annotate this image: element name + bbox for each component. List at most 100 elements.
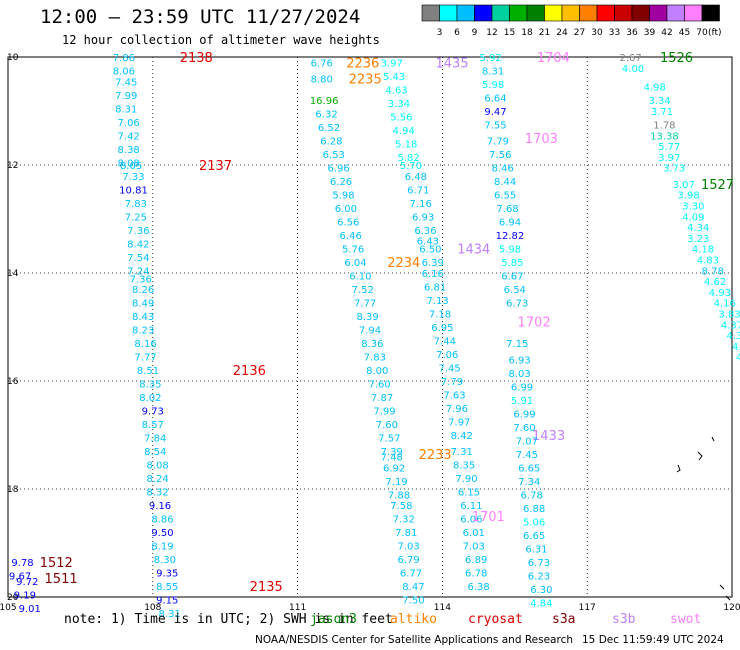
wave-height-value: 7.07 [516,436,538,447]
wave-height-value: 9.35 [156,569,178,580]
wave-height-value: 3.97 [658,153,680,164]
wave-height-value: 7.99 [115,91,137,102]
lat-tick-label: 10 [7,53,19,63]
altimeter-pass-1704: 5.92 8.31 5.98 6.64 9.47 7.55 1704 [480,51,570,132]
wave-height-value: 7.88 [388,490,410,501]
wave-height-value: 7.83 [125,199,147,210]
wave-height-value: 7.56 [489,150,511,161]
wave-height-value: 5.82 [397,153,419,164]
wave-height-value: 7.60 [376,420,398,431]
lat-tick-label: 18 [7,485,19,495]
coastline-segment [719,584,725,590]
wave-height-value: 9.67 [9,571,31,582]
wave-height-value: 3.73 [663,164,685,175]
wave-height-value: 8.55 [156,582,178,593]
colorbar-tick-label: 15 [504,28,515,38]
colorbar-tick-label: 18 [521,28,533,38]
wave-height-value: 6.92 [383,463,405,474]
wave-height-value: 5.98 [499,245,521,256]
wave-height-value: 4.37 [721,320,740,331]
footer-credit: NOAA/NESDIS Center for Satellite Applica… [255,634,573,646]
colorbar-tick-label: 3 [437,28,443,38]
wave-height-value: 3.07 [673,180,695,191]
wave-height-value: 4.94 [393,126,415,137]
wave-height-value: 8.35 [139,380,161,391]
colorbar-tick-label: 24 [556,28,568,38]
wave-height-value: 4.3 [726,331,740,342]
wave-height-value: 6.64 [484,94,506,105]
wave-height-value: 7.45 [439,364,461,375]
wave-height-value: 8.02 [139,393,161,404]
altimeter-pass-1703: 7.79 7.56 8.46 8.44 6.55 7.68 6.94 12.82 5.98 5.8… [487,132,558,296]
wave-height-value: 8.46 [492,164,514,175]
wave-height-map: 105 108 111 114 117 1201012141618207.868.067.… [0,51,740,620]
wave-height-value: 8.42 [451,431,473,442]
wave-height-value: 7.94 [359,326,381,337]
wave-height-value: 3.23 [687,234,709,245]
legend-mission-jason3: jason3 [310,612,357,627]
wave-height-value: 6.32 [315,110,337,121]
page-title: 12:00 — 23:59 UTC 11/27/2024 [40,6,361,28]
wave-height-value: 4.84 [530,598,552,609]
wave-height-value: 8.23 [132,326,154,337]
pass-time-label: 1701 [472,510,505,525]
wave-height-value: 7.25 [125,212,147,223]
wave-height-value: 5.70 [400,161,422,172]
wave-height-value: 12.82 [496,231,525,242]
coastline-segment [697,451,703,461]
wave-height-value: 6.53 [323,150,345,161]
wave-height-value: 5.98 [482,80,504,91]
wave-height-value: 4.62 [704,277,726,288]
wave-height-value: 5.77 [658,142,680,153]
wave-height-value: 7.83 [364,353,386,364]
wave-height-value: 8.35 [453,461,475,472]
lat-tick-label: 16 [7,377,19,387]
wave-height-value: 7.33 [122,172,144,183]
wave-height-value: 9.16 [149,501,171,512]
wave-height-value: 6.46 [340,231,362,242]
wave-height-value: 8.31 [482,67,504,78]
wave-height-value: 8.38 [118,145,140,156]
wave-height-value: 7.96 [446,404,468,415]
wave-height-value: 3.30 [682,202,704,213]
wave-height-value: 9.47 [484,107,506,118]
coastline-segment [725,595,731,601]
wave-height-value: 6.76 [311,58,333,69]
wave-height-value: 5.76 [342,245,364,256]
altimeter-pass-1702: 6.73 7.15 6.93 8.03 6.99 5.91 6.99 7.60 7.07 7.45… [506,299,551,502]
wave-height-value: 7.84 [144,434,166,445]
wave-height-value: 9.72 [16,577,38,588]
pass-time-label: 1527 [701,178,734,193]
wave-height-value: 4.16 [714,299,736,310]
legend-note: note: 1) Time is in UTC; 2) SWH is in fe… [64,612,393,627]
colorbar-swatch [701,4,720,22]
wave-height-value: 9.01 [19,604,41,615]
wave-height-value: 4.63 [385,85,407,96]
pass-time-label: 2135 [250,580,283,595]
lat-tick-label: 20 [7,593,19,603]
wave-height-value: 4.98 [644,83,666,94]
wave-height-value: 7.13 [426,296,448,307]
wave-height-value: 3.97 [381,58,403,69]
wave-height-value: 7.68 [496,204,518,215]
wave-height-value: 6.93 [508,355,530,366]
altimeter-pass-2233: 7.397.486.92 7.19 7.887.58 7.32 7.81 7.03 6.79… [381,447,452,607]
wave-height-value: 6.39 [422,258,444,269]
wave-height-value: 7.99 [373,407,395,418]
colorbar-tick-label: 12 [486,28,497,38]
lon-tick-label: 111 [289,603,306,613]
colorbar-tick-label: 27 [574,28,585,38]
wave-height-value: 9.78 [11,558,33,569]
wave-height-value: 6.99 [513,409,535,420]
wave-height-value: 3.71 [651,107,673,118]
wave-height-value: 8.86 [151,515,173,526]
legend-mission-swot: swot [670,612,702,627]
coastline-segment [676,464,681,473]
wave-height-value: 6.43 [417,237,439,248]
altimeter-pass-1435: 3.97 5.43 4.63 3.34 5.56 4.94 5.18 5.825.706.48… [381,56,469,255]
wave-height-value: 5.92 [480,53,502,64]
legend-mission-s3b: s3b [612,612,636,627]
pass-time-label: 2138 [180,51,213,66]
altimeter-pass-1433: 7.31 8.35 7.90 6.15 6.11 6.06 6.01 7.03 6.89 6.78… [451,429,566,593]
footer-timestamp: 15 Dec 11:59:49 UTC 2024 [582,634,724,646]
